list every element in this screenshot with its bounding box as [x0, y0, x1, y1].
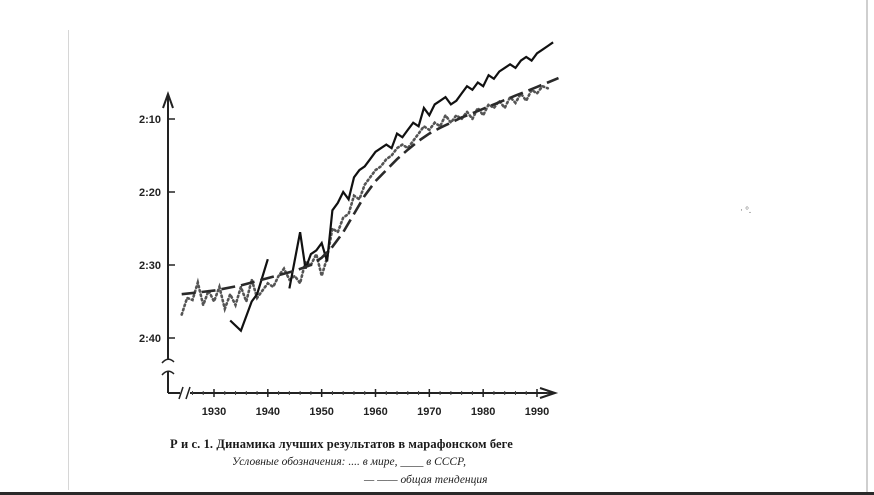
x-tick-label: 1950: [309, 406, 333, 418]
x-axis-arrow: [539, 387, 559, 399]
x-tick-label: 1990: [525, 406, 549, 418]
x-tick-label: 1970: [417, 406, 441, 418]
caption-title: Р и с. 1. Динамика лучших результатов в …: [170, 437, 513, 451]
legend-trend: общая тенденция: [400, 474, 488, 486]
series-world-line: [180, 84, 550, 316]
chart-axes: [161, 91, 559, 400]
x-tick-label: 1960: [363, 406, 387, 418]
x-axis-break-mark-2: [185, 386, 191, 400]
y-tick-label: 2:10: [139, 114, 161, 126]
figure-caption: Р и с. 1. Динамика лучших результатов в …: [170, 437, 570, 452]
legend-ussr: ____ в СССР,: [400, 456, 466, 468]
series-ussr-line-1: [229, 258, 269, 333]
y-axis-break-mark-2: [161, 370, 175, 376]
series-layer: [180, 41, 559, 333]
legend-trend-mark: — ——: [364, 474, 401, 486]
x-tick-label: 1930: [202, 406, 226, 418]
x-tick-label: 1940: [256, 406, 280, 418]
y-tick-label: 2:40: [139, 333, 161, 345]
y-axis-arrow: [162, 91, 174, 109]
x-axis-break-mark-1: [178, 386, 184, 400]
series-ussr-line-2: [288, 41, 554, 289]
y-axis-ticks: 2:10 2:20 2:30 2:40: [139, 114, 175, 345]
y-axis-break-mark-1: [161, 358, 175, 364]
legend-prefix: Условные обозначения:: [232, 456, 346, 468]
x-axis-ticks: 1930 1940 1950 1960 1970 1980 1990: [191, 389, 549, 418]
legend-world: .... в мире,: [348, 456, 398, 468]
page-edge-bottom: [0, 492, 874, 495]
scan-specks: · °.: [740, 205, 752, 215]
legend-line-2: — —— общая тенденция: [364, 474, 488, 486]
page-edge-right: [866, 0, 868, 495]
legend-line-1: Условные обозначения: .... в мире, ____ …: [232, 456, 466, 468]
page-edge-left: [68, 30, 69, 490]
y-tick-label: 2:20: [139, 187, 161, 199]
series-trend-line: [181, 76, 559, 296]
y-tick-label: 2:30: [139, 260, 161, 272]
x-tick-label: 1980: [471, 406, 495, 418]
